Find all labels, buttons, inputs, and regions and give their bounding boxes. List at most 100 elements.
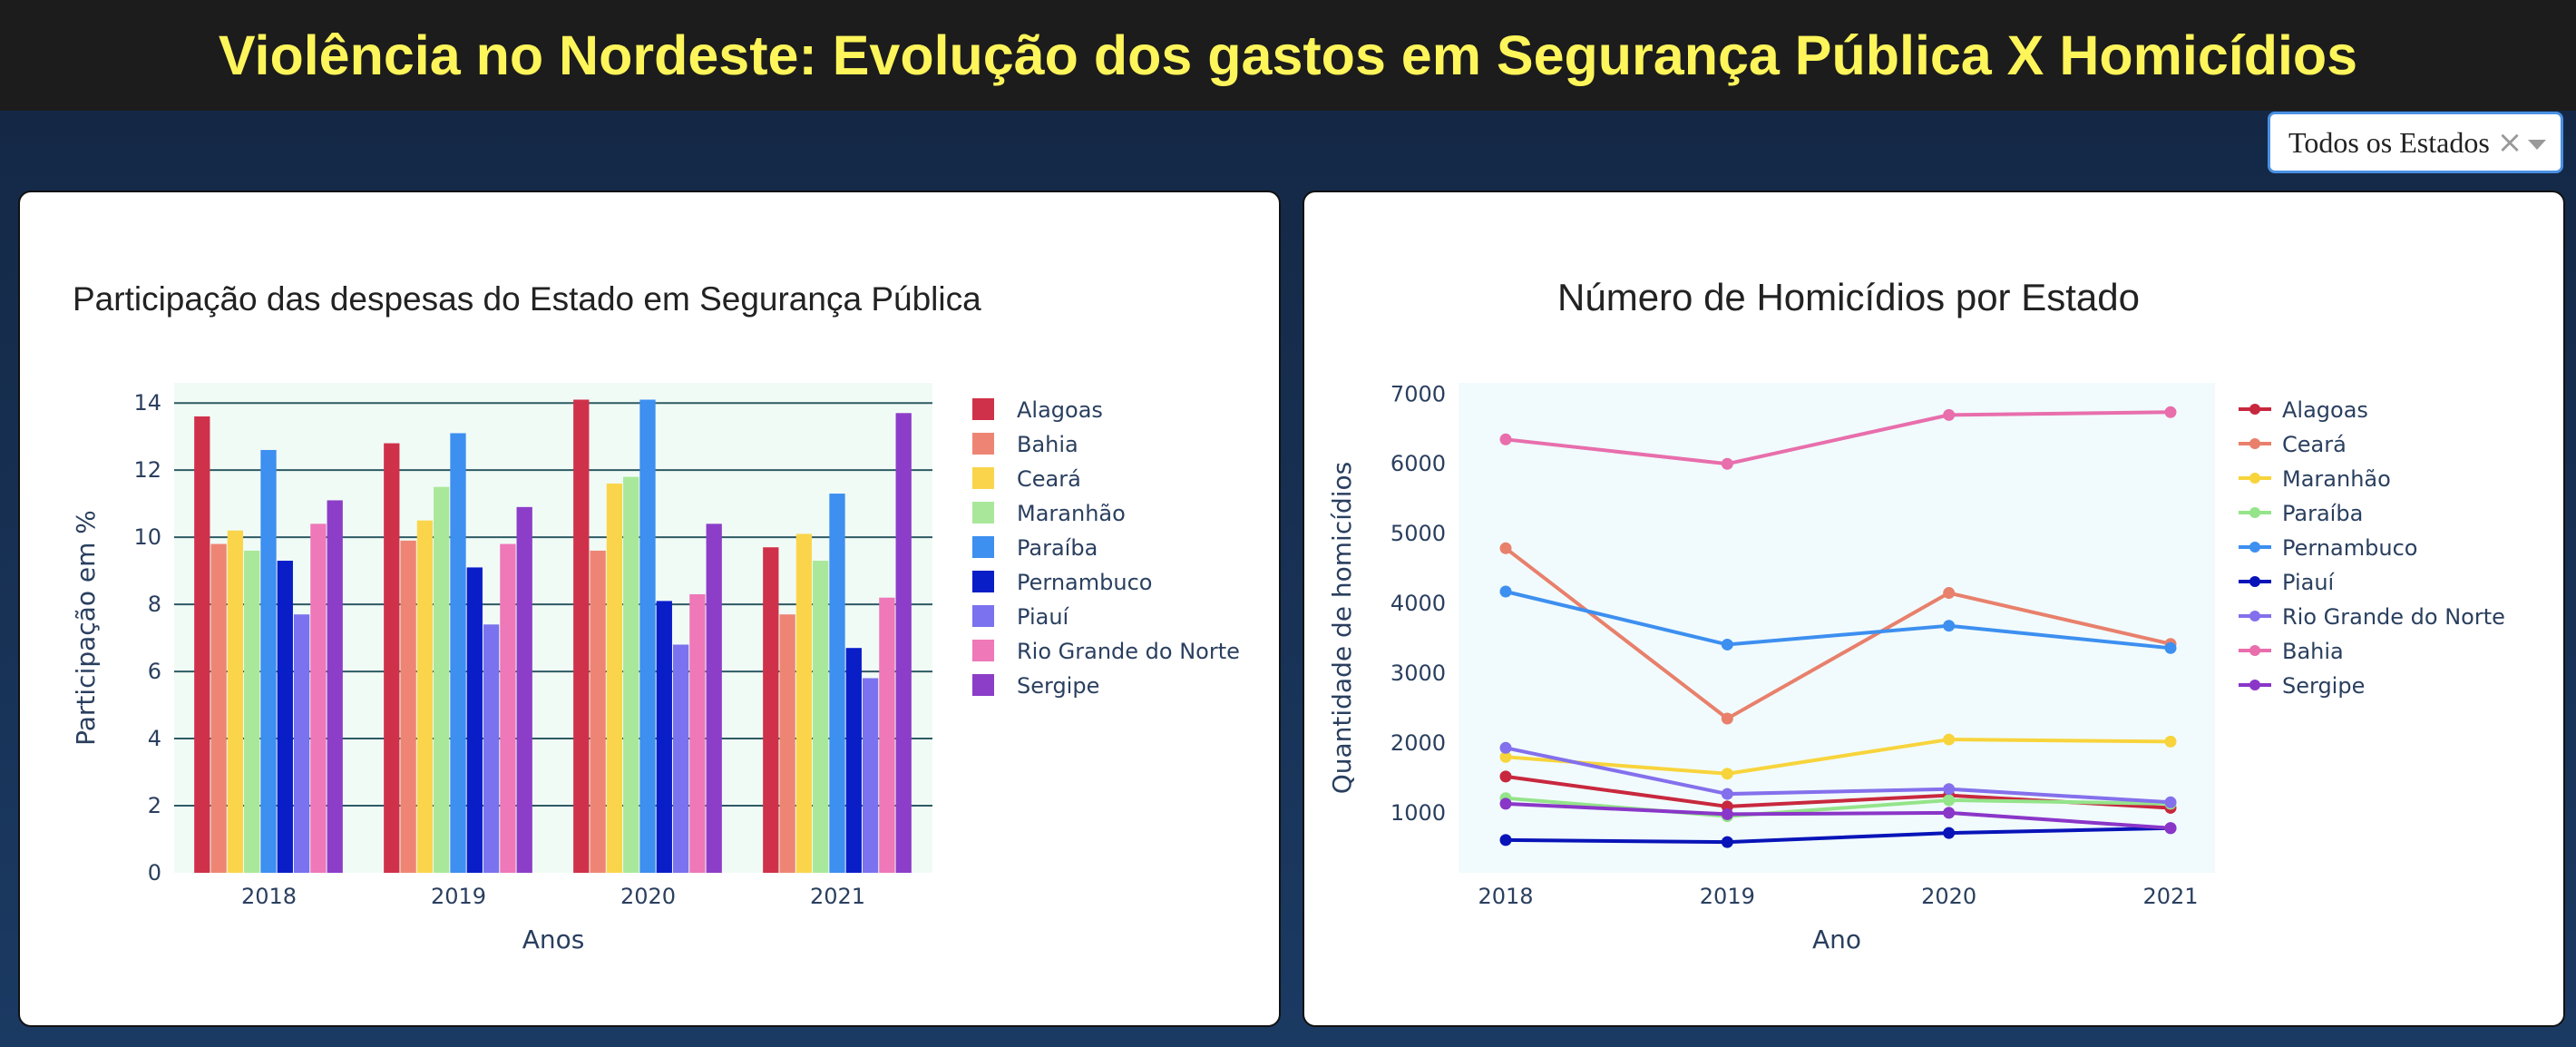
data-point [1943, 733, 1956, 746]
data-point [2164, 735, 2177, 748]
y-tick-label: 2 [148, 793, 161, 818]
y-tick-label: 1000 [1390, 800, 1446, 826]
data-point [1499, 770, 1512, 783]
legend-label: Ceará [1017, 466, 1081, 492]
legend-marker [2249, 438, 2260, 449]
legend-label: Rio Grande do Norte [1017, 639, 1240, 664]
data-point [1721, 807, 1733, 820]
y-tick-label: 12 [133, 457, 161, 483]
y-tick-label: 3000 [1390, 660, 1446, 686]
bar [895, 413, 912, 873]
data-point [1499, 433, 1512, 445]
y-tick-label: 4 [148, 726, 161, 751]
legend-marker [2249, 404, 2260, 415]
x-axis-title: Anos [522, 925, 585, 954]
state-filter-dropdown[interactable]: Todos os Estados × [2268, 112, 2563, 173]
clear-selection-icon[interactable]: × [2496, 124, 2523, 161]
data-point [1721, 638, 1733, 651]
legend-swatch [972, 502, 994, 524]
data-point [2164, 406, 2177, 418]
series-line [1505, 801, 2171, 830]
bar [845, 648, 862, 873]
legend-marker [2249, 680, 2260, 690]
x-tick-label: 2019 [1700, 884, 1755, 909]
data-point [1943, 587, 1956, 600]
bar [244, 550, 260, 873]
legend-label: Bahia [2282, 639, 2344, 664]
x-axis-title: Ano [1812, 925, 1861, 954]
y-tick-label: 6000 [1390, 451, 1446, 476]
legend-label: Alagoas [1017, 397, 1103, 423]
bar [210, 543, 227, 873]
bar [862, 678, 879, 873]
legend-swatch [972, 467, 994, 489]
spending-bar-chart: 0 2 4 6 8 10 12 14 2018 2019 2020 2021 Participação … [71, 280, 1240, 954]
x-tick-label: 2020 [620, 884, 676, 909]
y-tick-label: 0 [148, 860, 161, 886]
y-tick-label: 8 [148, 592, 161, 617]
data-point [1943, 807, 1956, 819]
data-point [1721, 768, 1733, 780]
legend-label: Sergipe [1017, 673, 1099, 699]
bar [763, 547, 779, 873]
data-point [1721, 457, 1733, 470]
legend-swatch [972, 571, 994, 592]
series-line [1505, 746, 2171, 805]
legend-label: Pernambuco [2282, 535, 2417, 561]
data-point [1943, 783, 1956, 796]
bar [779, 614, 795, 873]
legend-label: Alagoas [2282, 397, 2368, 423]
data-point [1943, 794, 1956, 807]
bar [623, 476, 639, 873]
legend-marker [2249, 473, 2260, 484]
legend-swatch [972, 433, 994, 455]
bar [573, 399, 590, 873]
bar [293, 614, 310, 873]
bar [689, 594, 706, 873]
data-point [2164, 641, 2177, 654]
data-point [1721, 712, 1733, 725]
data-point [2164, 822, 2177, 835]
legend-swatch [972, 640, 994, 661]
bar [483, 624, 500, 873]
bar [400, 540, 416, 873]
data-point [1943, 827, 1956, 839]
spending-chart-card: 0 2 4 6 8 10 12 14 2018 2019 2020 2021 Participação … [18, 191, 1281, 1027]
data-point [1499, 741, 1512, 754]
state-filter-value: Todos os Estados [2288, 125, 2490, 159]
chevron-down-icon[interactable] [2528, 140, 2546, 150]
bar [606, 483, 623, 873]
chart-title: Participação das despesas do Estado em S… [73, 280, 981, 318]
bar [706, 524, 722, 873]
homicide-line-chart: 1000 2000 3000 4000 5000 6000 7000 2018 2019 2020… [1327, 276, 2505, 954]
chart-title: Número de Homicídios por Estado [1557, 276, 2140, 318]
legend-swatch [972, 536, 994, 558]
data-point [1943, 408, 1956, 421]
bar [656, 601, 672, 873]
bar [310, 524, 327, 873]
data-point [1499, 750, 1512, 763]
bar [327, 500, 343, 873]
data-point [2164, 796, 2177, 808]
series-line [1505, 590, 2171, 651]
bar [416, 520, 434, 873]
x-tick-label: 2020 [1921, 884, 1976, 909]
legend-label: Maranhão [2282, 466, 2391, 492]
y-axis-title: Participação em % [71, 510, 101, 746]
y-tick-label: 7000 [1390, 381, 1446, 406]
legend-swatch [972, 605, 994, 627]
y-tick-label: 14 [133, 390, 161, 416]
homicide-chart-card: 1000 2000 3000 4000 5000 6000 7000 2018 2019 2020… [1303, 191, 2565, 1027]
y-tick-label: 10 [133, 524, 161, 550]
x-tick-label: 2018 [241, 884, 297, 909]
y-axis-title: Quantidade de homicídios [1327, 462, 1357, 795]
bar [516, 506, 532, 873]
legend-label: Paraíba [2282, 501, 2363, 526]
data-point [1499, 585, 1512, 598]
legend-marker [2249, 507, 2260, 518]
legend-swatch [972, 674, 994, 696]
legend-marker [2249, 576, 2260, 587]
series-line [1505, 738, 2171, 776]
legend-label: Piauí [1017, 604, 1070, 630]
data-point [1499, 797, 1512, 810]
